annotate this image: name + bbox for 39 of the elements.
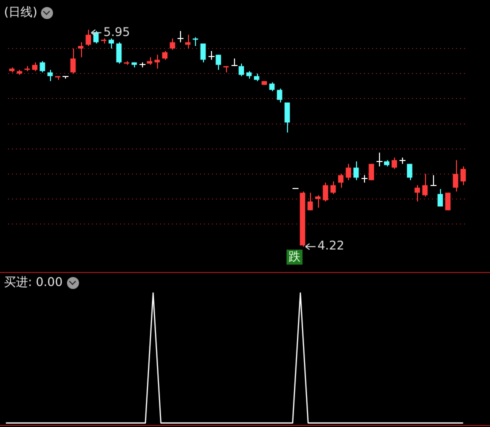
- candlestick: [47, 69, 53, 82]
- candlestick: [406, 163, 412, 181]
- candlestick: [200, 43, 206, 63]
- annotation: 5.95: [103, 24, 130, 39]
- candlestick: [438, 188, 443, 207]
- text: 跌: [288, 250, 301, 264]
- candlestick: [376, 152, 383, 167]
- candlestick: [177, 30, 184, 43]
- candlestick: [445, 192, 451, 211]
- candlestick: [86, 29, 92, 47]
- candlestick: [460, 166, 466, 186]
- candlestick: [170, 38, 176, 50]
- candlestick: [308, 192, 313, 211]
- chart-title: 买进: 0.00: [4, 274, 63, 291]
- candlestick: [322, 182, 328, 202]
- candlestick: [392, 157, 398, 170]
- candlestick: [338, 173, 344, 188]
- candlestick: [216, 54, 222, 70]
- candlestick: [108, 38, 114, 50]
- candlestick: [70, 48, 76, 74]
- candlestick: [238, 63, 244, 77]
- candlestick: [422, 173, 428, 197]
- candlestick: [346, 163, 352, 181]
- candlestick: [40, 60, 46, 73]
- annotation: 4.22: [318, 238, 344, 253]
- candlestick: [414, 184, 420, 202]
- candlestick: [430, 174, 437, 186]
- candlestick: [353, 160, 359, 181]
- candlestick: [276, 88, 282, 103]
- candlestick: [315, 194, 321, 208]
- candlestick: [284, 102, 290, 134]
- candlestick: [208, 50, 215, 60]
- candlestick: [154, 54, 160, 70]
- candlestick: [116, 42, 122, 64]
- candlestick: [185, 34, 190, 50]
- candlestick: [330, 180, 336, 194]
- candlestick: [452, 160, 458, 192]
- chart-title: (日线): [4, 4, 38, 21]
- candlestick: [78, 42, 84, 58]
